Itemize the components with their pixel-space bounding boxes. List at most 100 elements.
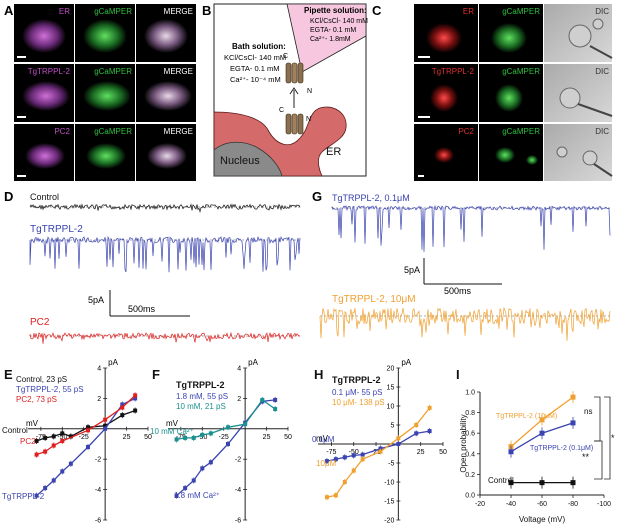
data-point bbox=[351, 468, 356, 473]
x-tick-label: -100 bbox=[597, 501, 611, 508]
c-terminus-top: C bbox=[283, 53, 288, 60]
data-point bbox=[324, 495, 329, 500]
data-point bbox=[208, 460, 213, 465]
series-line bbox=[326, 430, 430, 462]
chart-title: TgTRPPL-2 bbox=[332, 375, 381, 385]
panel-letter-c: C bbox=[372, 3, 382, 18]
pipette-title: Pipette solution: bbox=[304, 6, 367, 15]
data-point bbox=[51, 434, 56, 439]
y-tick-label: -6 bbox=[235, 518, 241, 525]
data-point bbox=[86, 425, 90, 430]
x-tick-label: -25 bbox=[219, 434, 229, 441]
significance-bracket bbox=[594, 396, 601, 442]
chart-e-iv-curve: E -75 -50 -25 25 50 4 2 -2 -4 -6 pA mV Control, 23 pS… bbox=[2, 358, 152, 525]
significance-label: * bbox=[611, 433, 615, 443]
trace-pc2 bbox=[29, 331, 301, 344]
data-point bbox=[539, 430, 545, 436]
x-tick-label: -40 bbox=[506, 501, 516, 508]
x-axis-label: mV bbox=[316, 434, 329, 443]
a-label-er: ER bbox=[59, 7, 70, 16]
chart-h-iv-curve: H-75 -50 -25 25 502015105-5-10-15-20pAmVTgTR… bbox=[312, 358, 447, 525]
x-tick-label: -25 bbox=[79, 434, 89, 441]
legend-entry: TgTRPPL-2, 55 pS bbox=[16, 385, 84, 394]
x-tick-label: 50 bbox=[284, 434, 292, 441]
panel-letter-a: A bbox=[4, 3, 14, 18]
y-tick-label: 2 bbox=[97, 396, 101, 403]
trace-label-g-low: TgTRPPL-2, 0.1μM bbox=[332, 193, 410, 203]
data-point bbox=[342, 480, 347, 484]
y-axis-label: pA bbox=[248, 358, 258, 367]
data-point bbox=[51, 443, 56, 448]
data-point bbox=[200, 466, 205, 471]
panel-letter-e: E bbox=[4, 367, 13, 382]
a-label-tgtrppl2: TgTRPPL-2 bbox=[28, 67, 71, 76]
chart-i-open-probability: I 1.0 0.8 0.6 0.4 0.2 0.0-20 -40 -60 -80 -100 Volta… bbox=[456, 367, 615, 524]
data-point bbox=[226, 425, 230, 430]
data-point bbox=[191, 478, 196, 483]
x-tick-label: -60 bbox=[537, 501, 547, 508]
x-tick-label: -80 bbox=[568, 501, 578, 508]
c-label-gcamper-1: gCaMPER bbox=[502, 7, 540, 16]
nucleus bbox=[213, 141, 283, 177]
data-point bbox=[120, 405, 125, 410]
data-point bbox=[103, 423, 108, 428]
nucleus-label: Nucleus bbox=[220, 155, 260, 167]
series-label: TgTRPPL-2 (0.1μM) bbox=[530, 445, 593, 452]
y-tick-label: -4 bbox=[235, 487, 241, 494]
data-point bbox=[508, 449, 514, 455]
pipette bbox=[286, 3, 367, 73]
data-point bbox=[414, 431, 419, 436]
data-point bbox=[360, 452, 365, 457]
significance-bracket bbox=[594, 440, 603, 480]
a-label-gcamper-2: gCaMPER bbox=[94, 67, 132, 76]
y-tick-label: 4 bbox=[97, 366, 101, 373]
y-tick-label: -2 bbox=[235, 457, 241, 464]
c-label-dic-3: DIC bbox=[595, 127, 609, 136]
chart-title: TgTRPPL-2 bbox=[176, 380, 225, 390]
data-point bbox=[226, 442, 230, 446]
data-point bbox=[34, 452, 39, 457]
data-point bbox=[43, 435, 48, 440]
data-point bbox=[103, 417, 108, 422]
series-label: Control bbox=[488, 476, 514, 485]
bath-title: Bath solution: bbox=[232, 42, 286, 51]
legend-entry: 1.8 mM, 55 pS bbox=[176, 392, 228, 401]
series-label: PC2 bbox=[20, 437, 36, 446]
series-label: TgTRPPL-2 (10μM) bbox=[496, 413, 557, 420]
c-label-gcamper-2: gCaMPER bbox=[502, 67, 540, 76]
data-point bbox=[273, 397, 278, 402]
x-tick-label: 50 bbox=[439, 449, 447, 456]
data-point bbox=[378, 449, 383, 454]
bath-line-2: EGTA- 0.1 mM bbox=[230, 64, 279, 73]
y-axis-label: pA bbox=[401, 358, 411, 367]
data-point bbox=[539, 417, 545, 423]
data-point bbox=[570, 480, 576, 486]
data-point bbox=[103, 426, 108, 431]
data-point bbox=[200, 432, 205, 437]
data-point bbox=[427, 405, 432, 410]
x-tick-label: 25 bbox=[417, 449, 425, 456]
y-axis-label: pA bbox=[108, 358, 118, 367]
y-tick-label: -20 bbox=[384, 518, 394, 525]
panel-d-scale-bar bbox=[109, 290, 190, 317]
series-label: TgTRPPL-2 bbox=[2, 492, 45, 501]
data-point bbox=[174, 437, 179, 442]
y-tick-label: 5 bbox=[390, 423, 394, 430]
data-point bbox=[86, 445, 90, 450]
series-label: 10 mM Ca²⁺ bbox=[150, 427, 194, 436]
x-tick-label: 50 bbox=[144, 434, 152, 441]
panel-c-micrographs bbox=[414, 4, 613, 181]
pipette-line-2: EGTA- 0.1 mM bbox=[310, 27, 356, 34]
y-tick-label: -6 bbox=[95, 518, 101, 525]
data-point bbox=[51, 478, 56, 483]
significance-label: ** bbox=[582, 452, 590, 462]
a-label-merge-2: MERGE bbox=[164, 67, 193, 76]
y-tick-label: 0.8 bbox=[465, 410, 475, 417]
series-label: Control bbox=[2, 426, 28, 435]
y-axis-label: Open probability bbox=[459, 414, 468, 472]
data-point bbox=[243, 422, 248, 427]
x-axis-label: mV bbox=[26, 419, 39, 428]
x-axis-label: Voltage (mV) bbox=[519, 515, 566, 524]
